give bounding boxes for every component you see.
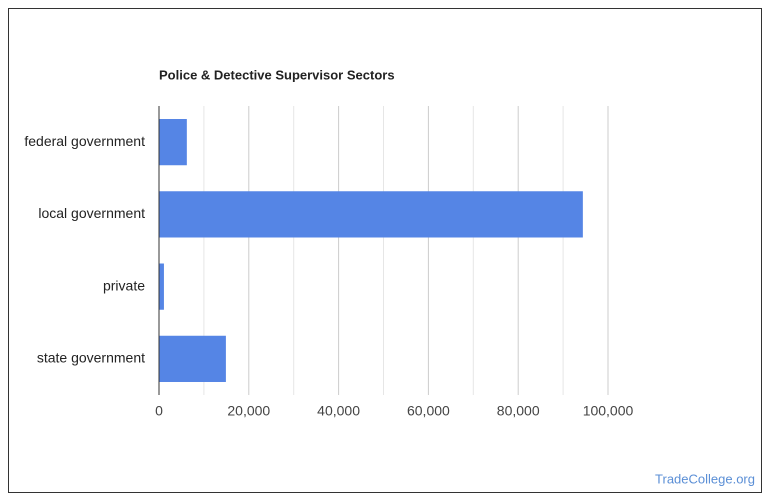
y-tick-label: state government: [37, 350, 145, 366]
x-tick-label: 80,000: [497, 403, 540, 419]
y-tick-label: local government: [38, 205, 145, 221]
x-tick-label: 100,000: [583, 403, 634, 419]
source: TradeCollege.org: [655, 471, 755, 486]
bar: [159, 119, 187, 166]
bar: [159, 263, 164, 310]
chart-title: Police & Detective Supervisor Sectors: [159, 67, 395, 82]
x-tick-label: 40,000: [317, 403, 360, 419]
y-tick-label: federal government: [24, 133, 145, 149]
x-tick-label: 20,000: [227, 403, 270, 419]
frame: [8, 8, 762, 493]
bar: [159, 335, 226, 382]
x-tick-label: 60,000: [407, 403, 450, 419]
x-tick-label: 0: [155, 403, 163, 419]
bar: [159, 191, 583, 238]
y-tick-label: private: [103, 277, 145, 293]
